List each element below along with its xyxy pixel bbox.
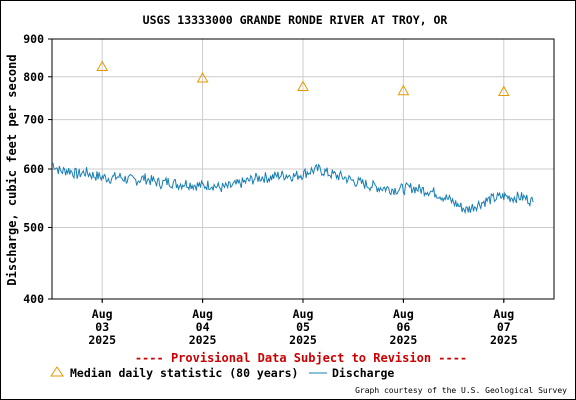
y-axis: 400 500 600 700 800 900 [23, 32, 52, 306]
x-tick-label-month: Aug [192, 307, 213, 321]
x-tick-label-year: 2025 [490, 333, 518, 347]
x-tick-label-year: 2025 [189, 333, 217, 347]
median-series [96, 60, 510, 97]
x-tick-label-day: 03 [95, 320, 109, 334]
discharge-legend-label: Discharge [332, 366, 394, 380]
chart-title: USGS 13333000 GRANDE RONDE RIVER AT TROY… [143, 13, 448, 27]
x-tick-label-month: Aug [493, 307, 514, 321]
provisional-notice: ---- Provisional Data Subject to Revisio… [135, 351, 467, 365]
x-tick-label-day: 05 [296, 320, 310, 334]
median-point [397, 84, 410, 96]
median-legend-label: Median daily statistic (80 years) [70, 366, 298, 380]
x-tick-label-year: 2025 [289, 333, 317, 347]
x-tick-label-year: 2025 [88, 333, 116, 347]
discharge-line [51, 162, 534, 215]
y-tick-label: 600 [23, 162, 44, 176]
y-tick-label: 700 [23, 113, 44, 127]
y-tick-label: 800 [23, 70, 44, 84]
median-point [196, 71, 209, 83]
x-axis: Aug032025Aug042025Aug052025Aug062025Aug0… [88, 299, 518, 347]
grid-lines [52, 39, 554, 299]
x-tick-label-month: Aug [393, 307, 414, 321]
y-tick-label: 500 [23, 220, 44, 234]
median-legend-triangle-icon [50, 366, 64, 377]
median-point [497, 85, 510, 97]
y-axis-label: Discharge, cubic feet per second [5, 54, 19, 285]
x-tick-label-year: 2025 [390, 333, 418, 347]
median-point [297, 80, 309, 92]
y-tick-label: 400 [23, 292, 44, 306]
y-tick-label: 900 [23, 32, 44, 46]
median-point [96, 60, 109, 72]
graph-credit: Graph courtesy of the U.S. Geological Su… [355, 386, 567, 395]
x-tick-label-month: Aug [293, 307, 314, 321]
legend: Median daily statistic (80 years) Discha… [50, 366, 394, 380]
x-tick-label-day: 04 [196, 320, 210, 334]
x-tick-label-day: 07 [497, 320, 511, 334]
x-tick-label-month: Aug [92, 307, 113, 321]
x-tick-label-day: 06 [396, 320, 410, 334]
discharge-series [51, 162, 534, 215]
